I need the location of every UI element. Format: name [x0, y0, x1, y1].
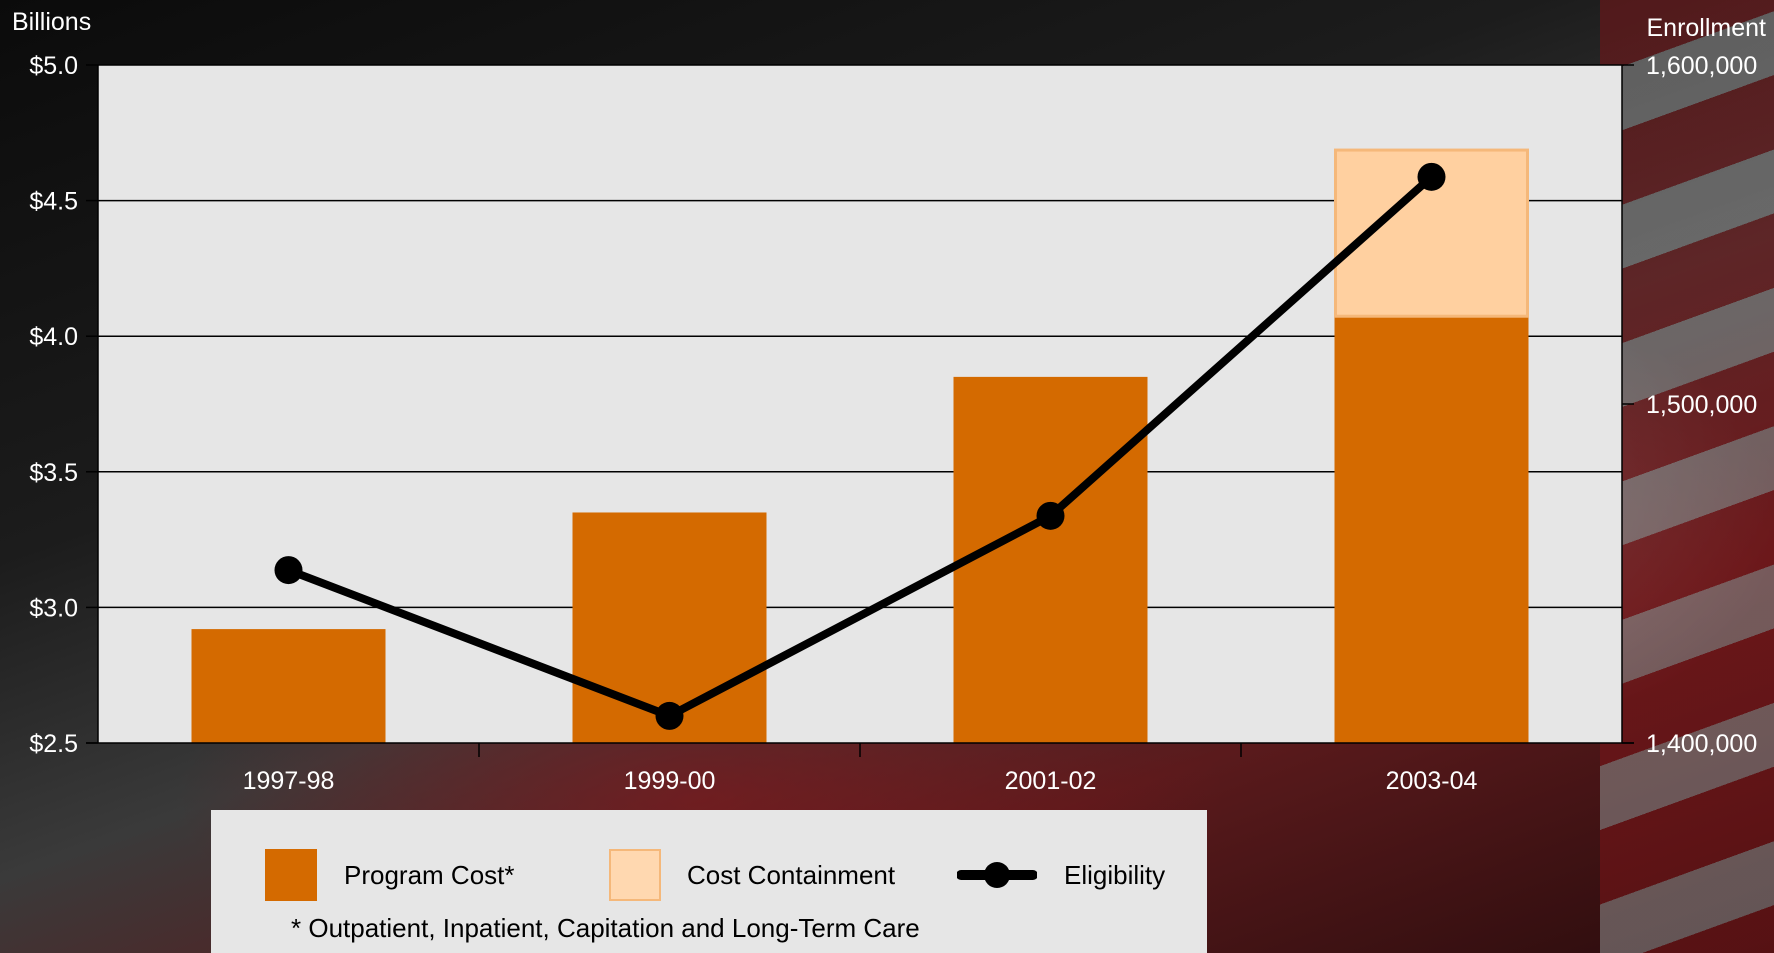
left-tick-label: $4.0	[29, 323, 78, 351]
x-tick-label: 2001-02	[1005, 767, 1097, 795]
eligibility-line	[274, 162, 1446, 730]
right-tick-label: 1,500,000	[1646, 391, 1757, 419]
left-axis-label: Billions	[12, 8, 91, 36]
flag-stripes	[1600, 0, 1774, 953]
left-tick-label: $4.5	[29, 188, 78, 216]
x-tick-label: 2003-04	[1386, 767, 1478, 795]
legend-label-eligibility: Eligibility	[1064, 860, 1166, 890]
bar-program-cost	[1334, 317, 1529, 743]
legend-label-program-cost: Program Cost*	[344, 860, 515, 890]
footnote: * Outpatient, Inpatient, Capitation and …	[291, 913, 920, 943]
legend-swatch-cost-containment	[609, 849, 661, 901]
right-tick-label: 1,600,000	[1646, 52, 1757, 80]
legend-line-marker-icon	[957, 862, 1037, 888]
bar-program-cost	[191, 629, 386, 743]
eligibility-point	[1036, 501, 1065, 530]
x-tick-label: 1997-98	[243, 767, 335, 795]
legend-label-cost-containment: Cost Containment	[687, 860, 896, 890]
legend: Program Cost* Cost Containment Eligibili…	[211, 810, 1207, 953]
eligibility-point	[655, 701, 684, 730]
legend-swatch-program-cost	[265, 849, 317, 901]
x-tick-label: 1999-00	[624, 767, 716, 795]
left-tick-label: $5.0	[29, 52, 78, 80]
left-tick-label: $3.0	[29, 594, 78, 622]
left-tick-label: $2.5	[29, 730, 78, 758]
eligibility-point	[1417, 162, 1446, 191]
right-tick-label: 1,400,000	[1646, 730, 1757, 758]
bars	[191, 148, 1529, 743]
left-tick-label: $3.5	[29, 459, 78, 487]
bar-program-cost	[953, 376, 1148, 743]
eligibility-point	[274, 556, 303, 585]
eligibility-line-path	[287, 173, 1435, 720]
axes: $5.0 $4.5 $4.0 $3.5 $3.0 $2.5 1,600,000 1,500,0…	[29, 52, 1757, 795]
right-axis-label: Enrollment	[1647, 14, 1767, 42]
